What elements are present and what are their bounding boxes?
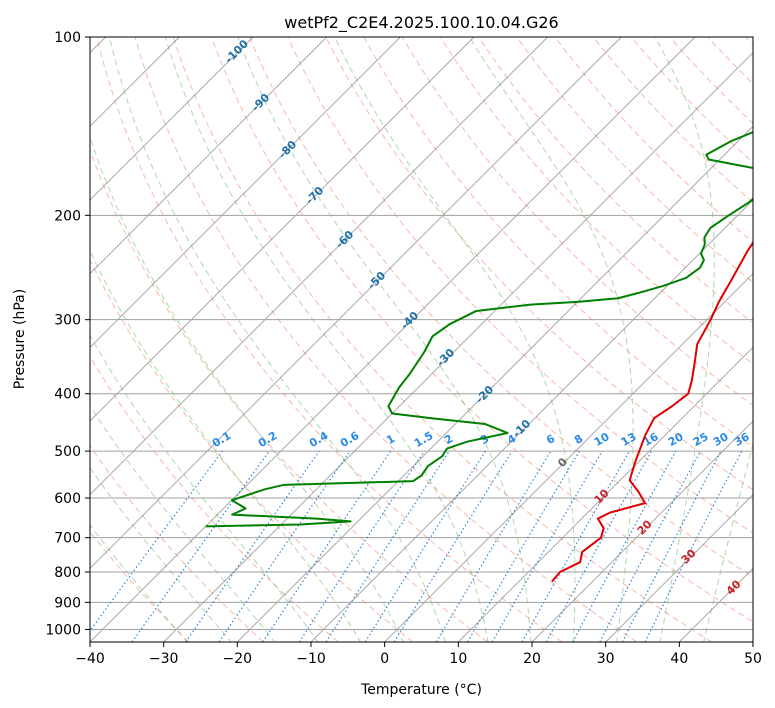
mixing-ratio-line <box>393 450 513 642</box>
moist-adiabat <box>703 441 753 642</box>
dry-adiabat <box>516 37 753 284</box>
mixing-ratio-line <box>262 450 392 642</box>
moist-adiabat <box>90 467 232 642</box>
dry-adiabat <box>90 258 414 642</box>
x-axis-label: Temperature (°C) <box>360 682 482 698</box>
dry-adiabat <box>96 37 563 642</box>
mixing-ratio-line <box>185 450 320 642</box>
isotherm <box>90 37 401 348</box>
x-tick-label: 50 <box>744 651 762 667</box>
isotherm <box>90 37 254 201</box>
isotherm <box>90 37 475 422</box>
sounding-profiles <box>205 131 753 583</box>
isotherm <box>90 37 622 569</box>
dry-adiabat <box>249 37 753 578</box>
moist-adiabat <box>654 37 715 642</box>
mixing-ratio-line <box>325 450 450 642</box>
dry-adiabat <box>90 355 339 642</box>
moist-adiabat <box>334 37 576 642</box>
isotherm <box>163 52 753 642</box>
moist-adiabat <box>164 37 489 642</box>
axes: −40 −30 −20 −10 0 10 20 30 40 50 100 200 300 400 500 60… <box>45 30 762 667</box>
y-tick-label: 700 <box>54 531 81 547</box>
moist-adiabat <box>90 334 319 642</box>
dry-adiabat <box>172 37 712 642</box>
temperature-profile <box>551 240 753 583</box>
moist-adiabat <box>108 37 447 642</box>
moist-adiabat <box>90 524 188 642</box>
y-tick-label: 400 <box>54 387 81 403</box>
x-tick-label: −20 <box>223 651 253 667</box>
dry-adiabat <box>325 37 753 491</box>
y-tick-label: 1000 <box>45 622 81 638</box>
x-tick-label: −30 <box>149 651 179 667</box>
x-tick-label: 0 <box>380 651 389 667</box>
x-tick-label: 10 <box>449 651 467 667</box>
moist-adiabat <box>237 37 532 642</box>
moist-adiabat <box>90 249 362 642</box>
isotherm <box>384 273 753 642</box>
y-axis-label: Pressure (hPa) <box>12 289 28 389</box>
isotherm <box>458 346 753 642</box>
y-tick-label: 200 <box>54 208 81 224</box>
mixing-ratio-line <box>644 450 743 642</box>
mixing-ratio-line <box>90 450 223 632</box>
y-tick-label: 100 <box>54 30 81 46</box>
y-tick-label: 600 <box>54 491 81 507</box>
y-tick-label: 900 <box>54 595 81 611</box>
mixing-ratio-line <box>298 450 425 642</box>
mixing-ratio-line <box>131 450 270 642</box>
isotherm <box>90 37 696 642</box>
moist-adiabat <box>90 135 404 642</box>
isotherm <box>90 37 327 275</box>
mixing-ratio-line <box>521 450 631 642</box>
dry-adiabat <box>287 37 753 534</box>
isotherm <box>605 494 753 642</box>
x-tick-label: 20 <box>523 651 541 667</box>
moist-adiabat <box>90 404 276 642</box>
isotherm <box>90 37 548 496</box>
chart-title: wetPf2_C2E4.2025.100.10.04.G26 <box>284 13 558 33</box>
dewpoint-profile <box>205 131 753 528</box>
x-tick-label: 30 <box>597 651 615 667</box>
dry-adiabat <box>210 37 753 623</box>
mixing-ratio-line <box>218 450 351 642</box>
background-lines <box>90 37 753 642</box>
moist-adiabat <box>469 37 634 642</box>
x-tick-label: −40 <box>75 651 105 667</box>
plot-frame <box>89 36 754 643</box>
mixing-ratio-line <box>545 450 653 642</box>
mixing-ratio-line <box>572 450 677 642</box>
y-tick-label: 500 <box>54 444 81 460</box>
x-tick-label: 40 <box>670 651 688 667</box>
x-tick-label: −10 <box>296 651 326 667</box>
dry-adiabat <box>90 445 264 642</box>
y-tick-label: 300 <box>54 313 81 329</box>
isotherm <box>310 199 753 642</box>
y-tick-label: 800 <box>54 565 81 581</box>
isotherm <box>531 420 753 642</box>
